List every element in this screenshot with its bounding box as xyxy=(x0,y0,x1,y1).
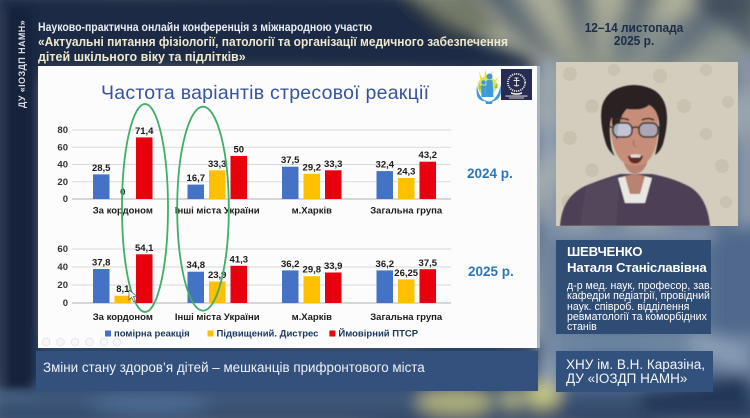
svg-text:80: 80 xyxy=(57,125,68,136)
svg-text:32,4: 32,4 xyxy=(376,160,395,171)
svg-text:м.Харків: м.Харків xyxy=(292,206,332,217)
svg-text:20: 20 xyxy=(57,177,68,188)
svg-text:40: 40 xyxy=(57,160,68,171)
svg-text:Ймовірний ПТСР: Ймовірний ПТСР xyxy=(338,328,418,340)
svg-text:33,3: 33,3 xyxy=(208,159,227,170)
svg-text:0: 0 xyxy=(63,194,68,205)
svg-text:54,1: 54,1 xyxy=(135,243,154,254)
svg-text:28,5: 28,5 xyxy=(92,163,111,174)
svg-text:36,2: 36,2 xyxy=(376,259,395,270)
svg-text:Загальна група: Загальна група xyxy=(370,206,443,217)
svg-text:33,9: 33,9 xyxy=(324,261,343,272)
svg-text:29,8: 29,8 xyxy=(303,265,322,276)
svg-text:41,3: 41,3 xyxy=(230,254,249,265)
svg-text:20: 20 xyxy=(57,280,68,291)
svg-text:71,4: 71,4 xyxy=(135,126,154,137)
svg-text:За кордоном: За кордоном xyxy=(93,312,153,323)
svg-text:36,2: 36,2 xyxy=(281,259,300,270)
svg-text:2024 р.: 2024 р. xyxy=(467,166,513,181)
svg-text:Інші міста України: Інші міста України xyxy=(175,206,260,217)
svg-text:29,2: 29,2 xyxy=(303,162,322,173)
svg-text:37,5: 37,5 xyxy=(281,155,300,166)
svg-text:43,2: 43,2 xyxy=(419,150,438,161)
svg-text:37,5: 37,5 xyxy=(419,258,438,269)
svg-text:Підвищений. Дистрес: Підвищений. Дистрес xyxy=(217,329,319,340)
svg-text:34,8: 34,8 xyxy=(187,260,206,271)
svg-text:23,9: 23,9 xyxy=(208,270,227,281)
svg-text:37,8: 37,8 xyxy=(92,258,111,269)
svg-text:60: 60 xyxy=(57,244,68,255)
svg-text:26,25: 26,25 xyxy=(394,268,418,279)
svg-text:60: 60 xyxy=(57,143,68,154)
svg-text:Інші міста України: Інші міста України xyxy=(175,312,260,323)
svg-text:24,3: 24,3 xyxy=(397,167,416,178)
svg-text:16,7: 16,7 xyxy=(187,173,206,184)
svg-text:помірна реакція: помірна реакція xyxy=(114,329,190,340)
svg-text:Загальна група: Загальна група xyxy=(370,312,443,323)
svg-text:50: 50 xyxy=(234,144,245,155)
svg-text:0: 0 xyxy=(63,298,68,309)
svg-text:8,1: 8,1 xyxy=(116,284,130,295)
svg-text:м.Харків: м.Харків xyxy=(292,312,332,323)
svg-text:2025 р.: 2025 р. xyxy=(468,264,514,279)
svg-text:33,3: 33,3 xyxy=(324,159,343,170)
svg-text:40: 40 xyxy=(57,262,68,273)
